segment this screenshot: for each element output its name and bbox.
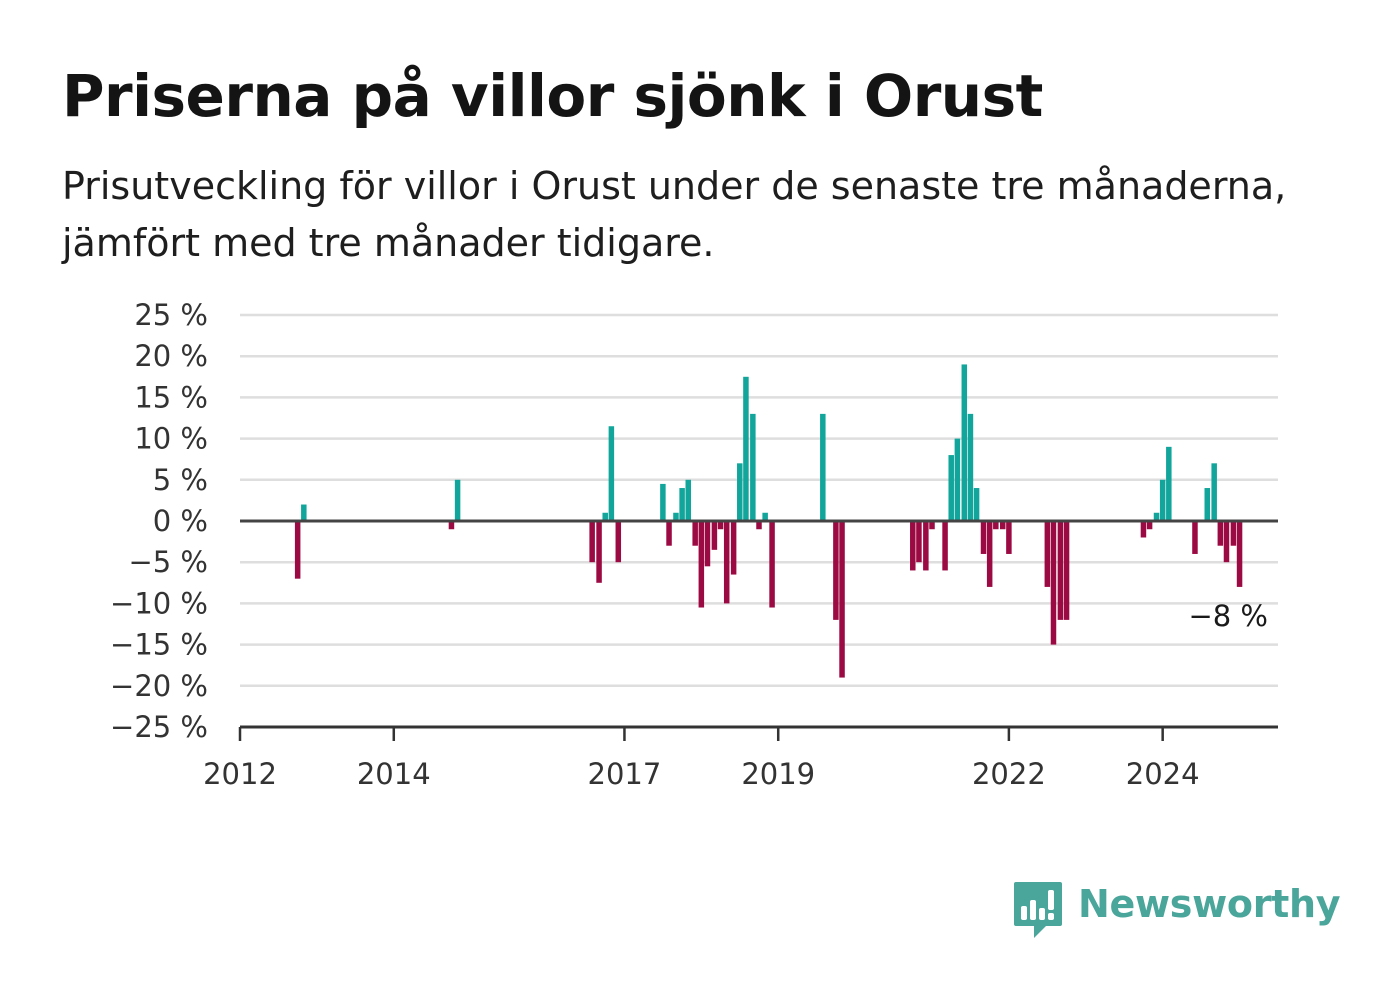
bar: [839, 521, 845, 678]
bar: [999, 521, 1006, 530]
bar: [737, 463, 743, 521]
axes: [238, 519, 1278, 741]
bar: [910, 521, 916, 571]
x-axis-tick-labels: 2012 2014 2017 2019 2022 2024: [203, 757, 1199, 791]
bar: [596, 521, 602, 583]
bar: [1006, 521, 1012, 554]
bar: [723, 521, 730, 604]
bar: [711, 521, 718, 550]
bar: [942, 521, 948, 571]
y-tick-label: 25 %: [134, 298, 208, 332]
page-subtitle: Prisutveckling för villor i Orust under …: [62, 164, 1287, 265]
bar: [1057, 521, 1064, 620]
bar: [769, 521, 775, 608]
y-tick-label: −15 %: [110, 628, 208, 662]
bar: [1204, 488, 1211, 521]
bars: [294, 364, 1243, 678]
bar: [833, 521, 839, 620]
bar: [294, 521, 301, 579]
bar: [589, 521, 595, 563]
x-tick-label: 2022: [972, 757, 1046, 791]
x-tick-label: 2019: [741, 757, 815, 791]
bar: [1192, 521, 1198, 554]
bar: [1223, 521, 1230, 563]
bar: [923, 521, 929, 571]
bar: [1063, 521, 1070, 620]
bar: [730, 521, 737, 575]
y-tick-label: 5 %: [153, 463, 208, 497]
bar: [602, 512, 608, 521]
bar: [1211, 463, 1217, 521]
bar: [948, 455, 954, 521]
bar: [448, 521, 455, 530]
last-value-annotation: −8 %: [1188, 599, 1268, 633]
bar: [660, 483, 666, 521]
bar: [1217, 521, 1224, 546]
bar: [1140, 521, 1147, 538]
bar: [961, 364, 968, 521]
bar: [929, 521, 935, 530]
bar: [692, 521, 698, 546]
bar: [986, 521, 993, 587]
bar: [608, 426, 615, 521]
bar: [762, 512, 768, 521]
y-axis-tick-labels: 25 % 20 % 15 % 10 % 5 % 0 % −5 % −10 % −15 % −20 …: [110, 298, 208, 744]
grid-lines: [240, 313, 1278, 688]
y-tick-label: −5 %: [128, 545, 208, 579]
bar: [980, 521, 987, 554]
bar: [756, 521, 762, 530]
bar: [743, 376, 749, 521]
x-tick-label: 2012: [203, 757, 277, 791]
bar: [301, 504, 307, 521]
y-tick-label: 10 %: [134, 422, 208, 456]
bar: [717, 521, 724, 530]
bar: [704, 521, 711, 567]
bar: [1050, 521, 1057, 645]
brand-name: Newsworthy: [1078, 882, 1341, 926]
bar: [1236, 521, 1243, 587]
bar: [1159, 479, 1166, 521]
x-tick-label: 2014: [357, 757, 431, 791]
page-title: Priserna på villor sjönk i Orust: [62, 62, 1043, 130]
bar: [1044, 521, 1051, 587]
bar: [673, 512, 679, 521]
bar: [698, 521, 705, 608]
bar: [1230, 521, 1237, 546]
bar: [1153, 512, 1160, 521]
x-tick-label: 2024: [1126, 757, 1200, 791]
y-tick-label: −20 %: [110, 669, 208, 703]
bar-chart-speech-bubble-icon: [1012, 880, 1064, 944]
x-tick-label: 2017: [588, 757, 662, 791]
bar: [666, 521, 672, 546]
bar-chart: 25 % 20 % 15 % 10 % 5 % 0 % −5 % −10 % −15 % −20 …: [110, 298, 1278, 791]
bar: [750, 413, 756, 521]
bar: [820, 413, 826, 521]
bar: [615, 521, 622, 563]
bar: [916, 521, 922, 563]
bar: [685, 479, 692, 521]
y-tick-label: 15 %: [134, 380, 208, 414]
bar: [679, 488, 685, 521]
y-tick-label: −25 %: [110, 710, 208, 744]
bar: [1146, 521, 1153, 530]
newsworthy-logo: Newsworthy: [1012, 880, 1341, 944]
bar: [993, 521, 999, 530]
y-tick-label: 0 %: [153, 504, 208, 538]
bar: [973, 488, 980, 521]
bar: [1166, 446, 1172, 521]
y-tick-label: 20 %: [134, 339, 208, 373]
bar: [967, 413, 974, 521]
y-tick-label: −10 %: [110, 586, 208, 620]
bar: [954, 438, 961, 521]
bar: [454, 479, 461, 521]
